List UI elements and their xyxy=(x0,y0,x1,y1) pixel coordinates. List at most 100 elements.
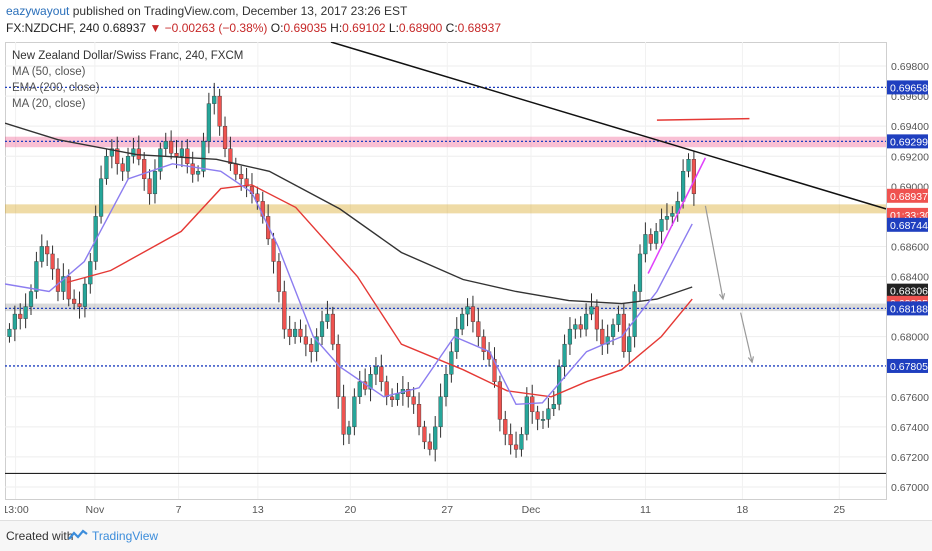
candle-body xyxy=(379,366,384,382)
price-label: 0.68937 xyxy=(890,191,928,203)
legend-item-ma20[interactable]: MA (20, close) xyxy=(12,98,86,110)
candle-body xyxy=(50,253,55,270)
candle-body xyxy=(519,434,524,450)
candle-body xyxy=(34,261,39,292)
candle-body xyxy=(7,328,12,337)
change-value: −0.00263 (−0.38%) xyxy=(164,21,268,35)
zone-gold xyxy=(5,204,886,214)
candle-body xyxy=(147,178,152,195)
candle-body xyxy=(233,163,238,175)
candle-body xyxy=(39,246,44,262)
candle-body xyxy=(465,306,470,315)
candle-body xyxy=(115,148,120,164)
y-tick-label: 0.68600 xyxy=(891,241,929,253)
candle-body xyxy=(330,313,335,345)
candle-body xyxy=(293,328,298,337)
candle-body xyxy=(497,381,502,420)
price-label: 0.68188 xyxy=(890,303,928,315)
candle-body xyxy=(470,306,476,322)
x-tick-label: 25 xyxy=(833,504,845,516)
candle-body xyxy=(503,419,508,435)
candle-body xyxy=(406,389,411,397)
price-label: 0.68306 xyxy=(890,286,928,298)
candle-body xyxy=(433,426,438,450)
candle-body xyxy=(109,148,114,157)
candle-body xyxy=(142,159,147,179)
candle-body xyxy=(104,156,109,179)
low-value: 0.68900 xyxy=(398,21,443,35)
candle-body xyxy=(632,291,637,337)
candle-body xyxy=(551,404,556,410)
candle-body xyxy=(276,261,282,292)
price-label-box xyxy=(887,134,928,149)
x-tick-label: Dec xyxy=(522,504,541,516)
candle-body xyxy=(530,396,535,413)
candle-body xyxy=(395,393,400,400)
candle-body xyxy=(670,213,675,217)
candle-body xyxy=(266,216,271,240)
ma50-line xyxy=(66,184,693,398)
candle-body xyxy=(627,336,632,352)
candle-body xyxy=(28,291,34,307)
candle-body xyxy=(18,313,23,319)
candle-body xyxy=(45,246,50,255)
footer-bar: Created with TradingView xyxy=(0,520,932,551)
candle-body xyxy=(61,276,66,292)
candle-body xyxy=(535,411,540,420)
candle-body xyxy=(422,426,427,443)
price-label-box xyxy=(887,283,928,298)
candle-body xyxy=(659,219,664,232)
rising-channel-line xyxy=(647,157,707,274)
candle-body xyxy=(228,148,233,164)
projection-arrow xyxy=(704,205,724,300)
candle-body xyxy=(573,324,578,330)
legend-item-ma50[interactable]: MA (50, close) xyxy=(12,66,86,78)
candle-body xyxy=(584,313,589,330)
last-price: 0.68937 xyxy=(102,21,147,35)
candle-body xyxy=(637,253,643,292)
candle-body xyxy=(411,396,416,405)
candle-body xyxy=(481,336,486,352)
candle-body xyxy=(152,171,158,195)
candle-body xyxy=(357,381,362,397)
published-text: published on TradingView.com, December 1… xyxy=(72,4,408,18)
candle-body xyxy=(664,216,670,220)
candle-body xyxy=(72,298,77,304)
target-line xyxy=(656,117,750,121)
candle-body xyxy=(454,328,459,352)
price-label-box xyxy=(887,217,928,232)
candle-body xyxy=(648,234,653,244)
price-label-box xyxy=(887,80,928,95)
price-label: 0.69299 xyxy=(890,136,928,148)
chart-legend: New Zealand Dollar/Swiss Franc, 240, FXC… xyxy=(12,48,243,112)
candle-body xyxy=(390,396,395,400)
candle-body xyxy=(169,141,174,154)
candle-body xyxy=(217,95,222,127)
candle-body xyxy=(309,343,314,352)
x-tick-label: 11 xyxy=(640,504,651,516)
candle-body xyxy=(195,171,201,175)
arrow-head-icon xyxy=(747,356,755,364)
y-tick-label: 0.67000 xyxy=(891,482,929,494)
candle-body xyxy=(325,313,330,322)
legend-title: New Zealand Dollar/Swiss Franc, 240, FXC… xyxy=(12,50,244,62)
candle-body xyxy=(190,163,195,175)
tradingview-brand-link[interactable]: TradingView xyxy=(92,529,159,543)
high-label: H: xyxy=(330,21,343,35)
x-tick-label: 13 xyxy=(252,504,264,516)
candle-body xyxy=(201,141,206,172)
chart-area[interactable]: 0.69800 0.69600 0.69400 0.69200 0.69000 0.686… xyxy=(5,42,931,516)
candle-body xyxy=(66,276,71,300)
y-tick-label: 0.69400 xyxy=(891,121,929,133)
price-label-box xyxy=(887,358,928,373)
open-label: O: xyxy=(270,21,284,35)
author-link[interactable]: eazywayout xyxy=(6,4,70,18)
candle-body xyxy=(368,374,373,390)
price-chart[interactable]: 0.698000.696000.694000.692000.690000.686… xyxy=(5,42,931,520)
candle-body xyxy=(600,328,605,345)
down-triangle-icon: ▼ xyxy=(149,21,162,35)
candle-body xyxy=(239,174,244,179)
candle-body xyxy=(589,306,594,315)
legend-item-ema200[interactable]: EMA (200, close) xyxy=(12,82,100,94)
x-tick-label: 18 xyxy=(737,504,749,516)
